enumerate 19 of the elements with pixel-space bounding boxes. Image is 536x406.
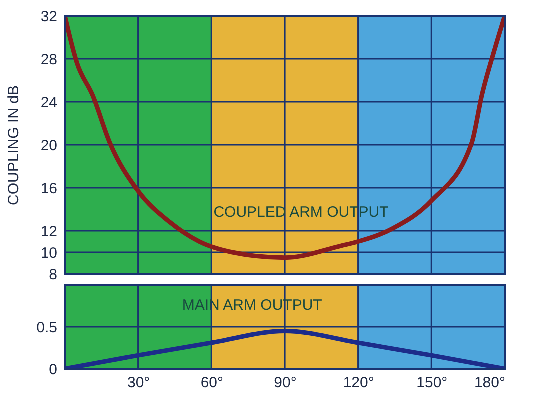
x-tick-label: 150° — [416, 374, 448, 392]
y-tick-label: 0.5 — [36, 320, 58, 336]
y-tick-label: 10 — [40, 245, 58, 262]
line-series — [65, 328, 505, 369]
y-tick-label: 28 — [40, 52, 58, 68]
x-tick-label: 180° — [474, 374, 506, 392]
x-tick-label: 30° — [127, 374, 150, 392]
y-tick-label: 16 — [40, 180, 58, 198]
x-tick-label: 60° — [200, 374, 224, 392]
y-tick-label: 24 — [40, 94, 58, 112]
y-tick-label: 12 — [40, 224, 58, 240]
y-tick-label: 20 — [40, 138, 58, 154]
y-tick-label: 32 — [40, 8, 58, 26]
x-tick-label: 90° — [274, 374, 297, 392]
y-tick-label: 0 — [49, 362, 58, 378]
x-tick-label: 120° — [343, 374, 374, 392]
y-tick-label: 8 — [49, 266, 58, 284]
y-axis-title: COUPLING IN dB — [6, 85, 22, 206]
line-series — [65, 16, 505, 260]
